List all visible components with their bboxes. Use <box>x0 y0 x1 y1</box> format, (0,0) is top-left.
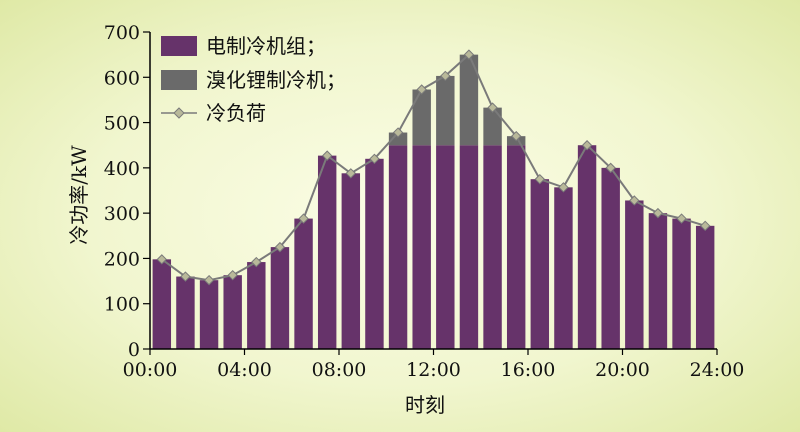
cooling-load-point <box>392 127 404 138</box>
cooling-load-point <box>274 241 286 253</box>
bar-chiller <box>247 262 266 349</box>
bar-absorption <box>483 107 502 146</box>
x-tick-label: 12:00 <box>406 359 461 381</box>
load-line-layer <box>156 49 711 286</box>
x-tick-label: 24:00 <box>690 359 745 381</box>
x-axis-title: 时刻 <box>405 393 445 417</box>
bar-chiller <box>412 145 431 349</box>
bar-chiller <box>270 247 290 349</box>
bar-chiller <box>577 145 597 349</box>
y-tick-label: 100 <box>104 294 140 316</box>
cooling-load-point <box>345 168 357 179</box>
bar-chiller <box>601 167 620 349</box>
cooling-load-point <box>321 150 333 161</box>
bar-absorption <box>436 75 455 146</box>
bar-chiller <box>317 155 337 349</box>
legend-label-absorption: 溴化锂制冷机； <box>206 68 346 92</box>
cooling-load-point <box>534 173 546 185</box>
bar-chiller <box>648 213 668 349</box>
bar-chiller <box>341 173 361 349</box>
y-tick-label: 200 <box>104 248 140 270</box>
cooling-load-point <box>203 274 215 286</box>
bar-chiller <box>436 145 455 349</box>
cooling-load-point <box>629 195 640 206</box>
y-tick-label: 700 <box>104 22 140 44</box>
y-tick-label: 0 <box>128 339 140 361</box>
bar-chiller <box>459 145 479 349</box>
bar-layer <box>152 54 715 349</box>
cooling-load-point <box>558 182 569 193</box>
y-axis-title: 冷功率/kW <box>67 145 91 245</box>
bar-chiller <box>223 275 242 349</box>
cooling-load-point <box>676 213 687 224</box>
bar-absorption <box>412 89 431 146</box>
cooling-load-point <box>369 153 380 165</box>
bar-chiller <box>554 187 573 349</box>
legend: 电制冷机组； 溴化锂制冷机； 冷负荷 <box>161 34 346 125</box>
legend-label-cooling-load: 冷负荷 <box>206 101 266 125</box>
bar-absorption <box>459 54 479 146</box>
x-tick-label: 04:00 <box>217 359 272 381</box>
cooling-load-point <box>251 256 262 268</box>
cooling-load-point <box>510 130 522 142</box>
x-tick-label: 16:00 <box>501 359 556 381</box>
bar-chiller <box>152 259 172 349</box>
tick-layer: 0 100 200 300 400 500 600 700 00:00 04:00 08:00 12:… <box>104 22 745 381</box>
bar-chiller <box>294 218 313 349</box>
bar-chiller <box>199 280 219 349</box>
cooling-load-point <box>227 269 238 281</box>
y-tick-label: 500 <box>104 113 140 135</box>
x-tick-label: 08:00 <box>312 359 367 381</box>
cooling-load-point <box>581 140 593 151</box>
cooling-load-point <box>463 49 475 60</box>
bar-absorption <box>388 132 408 146</box>
legend-label-chiller: 电制冷机组； <box>206 34 326 58</box>
x-tick-label: 20:00 <box>595 359 650 381</box>
cooling-load-point <box>180 271 191 282</box>
y-tick-label: 400 <box>104 158 140 180</box>
y-tick-label: 600 <box>104 67 140 89</box>
x-tick-label: 00:00 <box>123 359 178 381</box>
cooling-load-point <box>416 84 427 95</box>
bar-chiller <box>365 158 384 349</box>
y-tick-label: 300 <box>104 203 140 225</box>
bar-chiller <box>695 225 715 349</box>
cooling-load-point <box>440 70 451 82</box>
cooling-load-point <box>652 207 664 219</box>
bar-chiller <box>388 145 408 349</box>
legend-marker-cooling-load <box>173 107 185 119</box>
bar-chiller <box>530 179 550 349</box>
bar-chiller <box>625 200 644 349</box>
cooling-load-point <box>298 213 309 224</box>
bar-chiller <box>506 145 526 349</box>
cooling-load-line <box>161 52 706 282</box>
bar-chiller <box>483 145 502 349</box>
cooling-load-point <box>699 220 711 232</box>
cooling-load-point <box>156 254 168 265</box>
legend-swatch-chiller <box>161 36 197 56</box>
bar-chiller <box>672 218 691 349</box>
cooling-load-point <box>605 162 616 174</box>
legend-swatch-absorption <box>161 70 197 90</box>
bar-chiller <box>176 276 195 349</box>
cooling-load-point <box>487 102 498 113</box>
